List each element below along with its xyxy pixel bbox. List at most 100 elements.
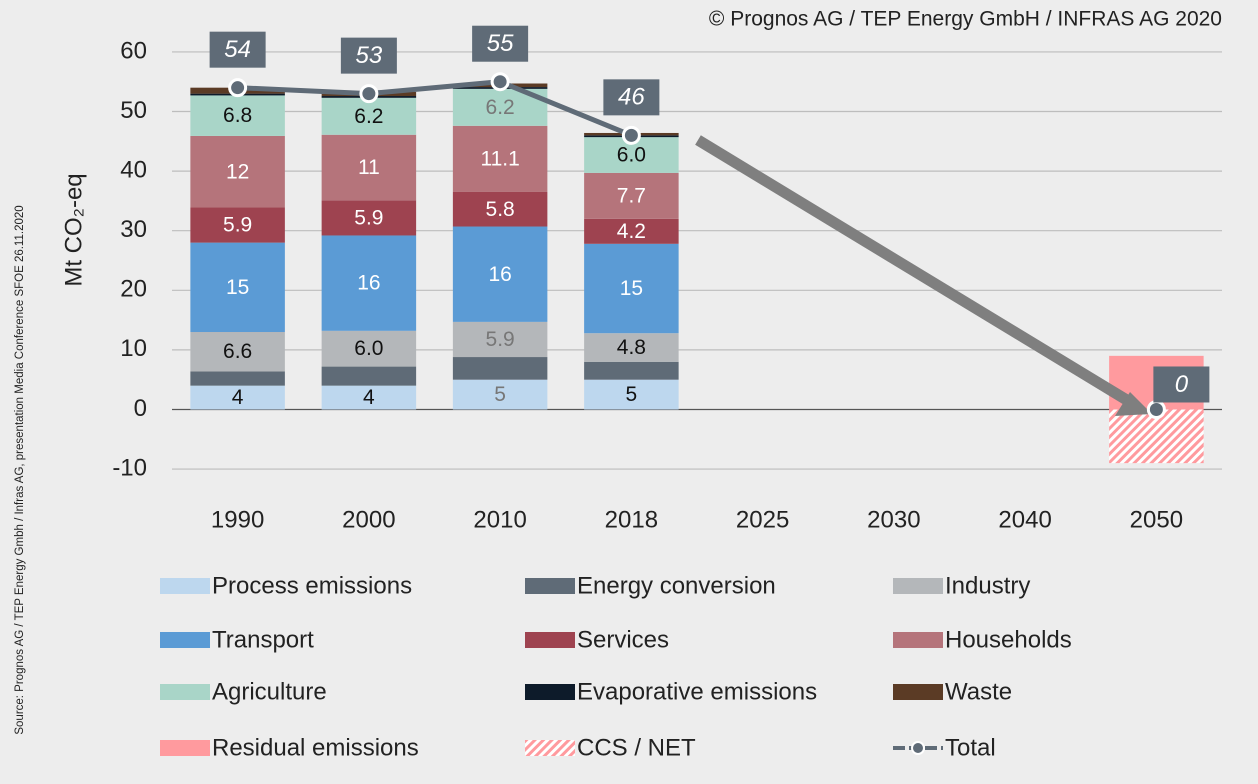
total-label: 0 — [1175, 371, 1189, 398]
data-label: 4.2 — [617, 220, 646, 243]
y-tick-label: 40 — [120, 156, 147, 183]
bar-segment — [321, 200, 417, 236]
bar-segment — [321, 235, 417, 331]
bar-segment — [321, 330, 417, 367]
x-tick-label: 2040 — [998, 506, 1051, 533]
y-tick-label: 10 — [120, 335, 147, 362]
bar-segment — [190, 371, 285, 386]
bar-segment — [452, 226, 548, 322]
legend-swatch — [160, 632, 210, 648]
bar-segment — [190, 242, 285, 333]
legend-label: Industry — [945, 572, 1030, 599]
total-label-box — [1153, 366, 1210, 403]
legend-swatch — [160, 578, 210, 594]
bar-segment — [190, 207, 285, 243]
legend-label: Process emissions — [212, 572, 412, 599]
data-label: 6.6 — [223, 340, 252, 363]
data-label: 6.0 — [354, 337, 383, 360]
total-marker — [621, 125, 641, 145]
bar-segment — [452, 321, 548, 358]
bar-segment — [584, 379, 679, 410]
data-label: 6.2 — [486, 96, 515, 119]
bar-segment — [190, 95, 285, 136]
data-label: 6.2 — [354, 105, 383, 128]
total-label-box — [209, 31, 266, 68]
y-tick-label: 20 — [120, 276, 147, 303]
data-label: 11 — [358, 156, 380, 179]
legend-swatch — [893, 632, 943, 648]
bar-segment — [190, 135, 285, 208]
total-marker — [1146, 399, 1166, 419]
copyright: © Prognos AG / TEP Energy GmbH / INFRAS … — [709, 8, 1222, 31]
bar-segment — [321, 97, 417, 135]
bar-segment — [321, 385, 417, 410]
data-label: 5.9 — [223, 214, 252, 237]
y-tick-label: 0 — [134, 395, 147, 422]
data-label: 4 — [363, 386, 375, 409]
data-label: 4.8 — [617, 336, 646, 359]
total-marker — [490, 72, 510, 92]
total-marker — [359, 84, 379, 104]
bar-segment — [584, 218, 679, 244]
trend-arrow-head — [1115, 392, 1152, 416]
y-tick-label: 50 — [120, 97, 147, 124]
total-label-box — [603, 79, 660, 116]
x-tick-label: 2000 — [342, 506, 395, 533]
y-tick-label: -10 — [112, 454, 147, 481]
y-tick-label: 30 — [120, 216, 147, 243]
legend-swatch — [893, 578, 943, 594]
data-label: 15 — [226, 276, 249, 299]
x-tick-label: 1990 — [211, 506, 264, 533]
data-label: 16 — [357, 272, 380, 295]
data-label: 15 — [620, 277, 643, 300]
data-label: 5.9 — [486, 328, 515, 351]
legend-swatch — [893, 684, 943, 700]
x-tick-label: 2010 — [473, 506, 526, 533]
x-tick-label: 2030 — [867, 506, 920, 533]
data-label: 16 — [488, 263, 511, 286]
data-label: 5 — [494, 383, 506, 406]
bar-segment — [452, 191, 548, 227]
legend-swatch — [160, 740, 210, 756]
legend-label: Services — [577, 626, 669, 653]
total-marker — [228, 78, 248, 98]
total-label-box — [340, 37, 397, 74]
x-tick-label: 2025 — [736, 506, 789, 533]
bar-segment — [321, 366, 417, 386]
bar-segment — [452, 379, 548, 410]
legend-label: Total — [945, 734, 996, 761]
bar-segment — [190, 332, 285, 372]
data-label: 7.7 — [617, 184, 646, 207]
legend-swatch — [525, 740, 575, 756]
total-label-box — [472, 25, 529, 62]
total-label: 55 — [487, 30, 514, 57]
bar-segment — [452, 357, 548, 380]
bar-segment — [584, 172, 679, 219]
total-label: 54 — [224, 36, 251, 63]
bar-segment — [584, 243, 679, 334]
legend-swatch — [525, 578, 575, 594]
y-tick-label: 60 — [120, 37, 147, 64]
bar-segment — [321, 134, 417, 201]
total-label: 53 — [356, 42, 383, 69]
legend-label: Households — [945, 626, 1072, 653]
data-label: 11.1 — [480, 147, 519, 170]
bar-segment — [584, 333, 679, 362]
data-label: 5 — [626, 383, 638, 406]
x-tick-label: 2050 — [1130, 506, 1183, 533]
legend-label: CCS / NET — [577, 734, 696, 761]
legend-label: Waste — [945, 678, 1012, 705]
bar-segment — [584, 361, 679, 380]
bar-segment — [190, 385, 285, 410]
legend-swatch-marker — [911, 741, 925, 755]
bar-segment — [452, 125, 548, 192]
data-label: 6.8 — [223, 104, 252, 127]
data-label: 6.0 — [617, 144, 646, 167]
legend-label: Energy conversion — [577, 572, 776, 599]
data-label: 5.8 — [486, 198, 515, 221]
y-axis-label: Mt CO₂-eq — [60, 173, 87, 286]
legend-label: Transport — [212, 626, 314, 653]
x-tick-label: 2018 — [605, 506, 658, 533]
data-label: 5.9 — [354, 206, 383, 229]
